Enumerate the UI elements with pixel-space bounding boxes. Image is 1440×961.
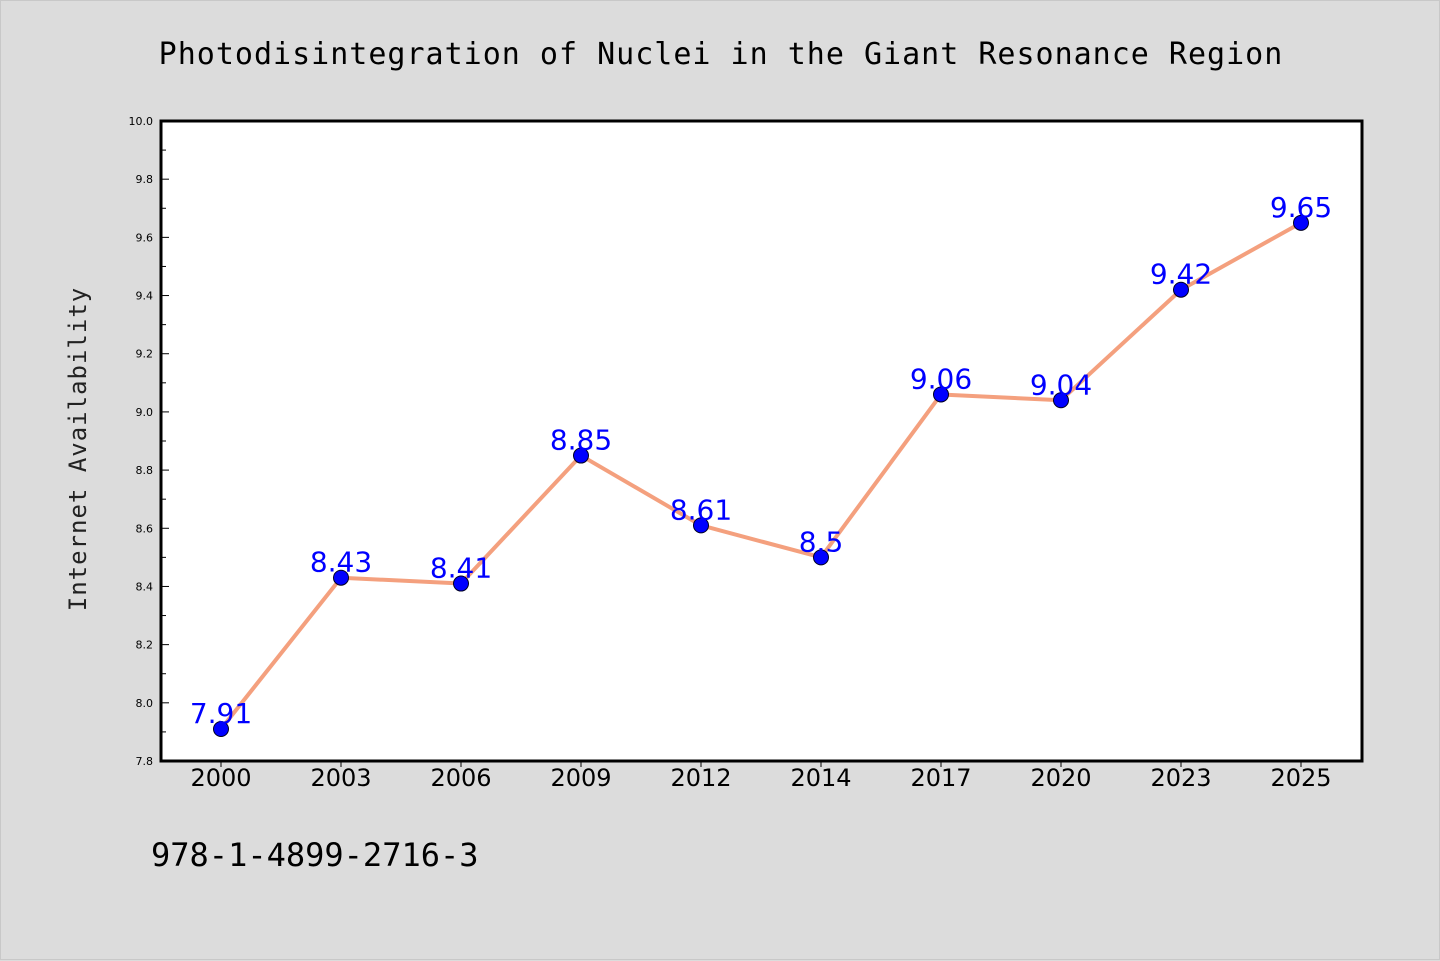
y-tick-label: 8.2 xyxy=(136,639,154,652)
data-point-marker xyxy=(1173,281,1189,298)
y-tick-label: 8.4 xyxy=(136,580,154,593)
y-tick-label: 9.8 xyxy=(136,173,154,186)
x-tick-label: 2009 xyxy=(550,764,611,792)
data-point-label: 7.91 xyxy=(190,697,252,730)
chart-title: Photodisintegration of Nuclei in the Gia… xyxy=(159,37,1284,72)
y-tick-label: 10.0 xyxy=(129,115,154,128)
x-tick-label: 2003 xyxy=(310,764,371,792)
data-series xyxy=(213,214,1309,737)
y-axis-label: Internet Availability xyxy=(64,287,92,611)
data-point-label: 9.06 xyxy=(910,362,972,395)
y-tick-label: 9.0 xyxy=(136,406,154,419)
x-tick-label: 2020 xyxy=(1030,764,1091,792)
y-tick-label: 8.0 xyxy=(136,697,154,710)
data-point-marker xyxy=(1053,392,1069,409)
data-point-marker xyxy=(573,447,589,464)
data-point-label: 8.85 xyxy=(550,424,612,457)
axes: 7.8 8.0 8.2 8.4 8.6 8.8 9.0 9.2 9.4 9.6 9.8 10.0 200… xyxy=(129,115,1332,792)
data-point-marker xyxy=(1293,214,1309,231)
y-tick-label: 9.2 xyxy=(136,348,154,361)
plot-area xyxy=(161,121,1362,761)
x-tick-label: 2006 xyxy=(430,764,491,792)
y-tick-label: 9.6 xyxy=(136,231,154,244)
x-tick-label: 2014 xyxy=(790,764,851,792)
x-tick-label: 2025 xyxy=(1270,764,1331,792)
data-point-label: 9.04 xyxy=(1030,368,1092,401)
data-point-label: 8.43 xyxy=(310,546,372,579)
data-point-marker xyxy=(933,386,949,403)
data-point-marker xyxy=(213,721,229,737)
y-tick-label: 7.8 xyxy=(136,755,154,768)
x-tick-label: 2017 xyxy=(910,764,971,792)
series-line xyxy=(219,220,1303,731)
plot-frame xyxy=(159,119,1364,763)
data-labels: 7.91 8.43 8.41 8.85 8.61 8.5 9.06 9.04 9.42 9.65 xyxy=(190,191,1332,730)
data-point-label: 9.65 xyxy=(1270,191,1332,224)
data-point-label: 8.61 xyxy=(670,493,732,526)
data-point-label: 8.41 xyxy=(430,552,492,585)
y-tick-label: 9.4 xyxy=(136,290,154,303)
x-tick-label: 2012 xyxy=(670,764,731,792)
x-tick-label: 2000 xyxy=(190,764,251,792)
y-tick-label: 8.6 xyxy=(136,522,154,535)
x-tick-label: 2023 xyxy=(1150,764,1211,792)
data-point-label: 8.5 xyxy=(799,525,844,558)
data-point-label: 9.42 xyxy=(1150,258,1212,291)
data-point-marker xyxy=(813,549,829,566)
data-point-marker xyxy=(453,575,469,592)
data-point-marker xyxy=(333,569,349,586)
y-tick-label: 8.8 xyxy=(136,464,154,477)
data-point-marker xyxy=(693,517,709,534)
isbn-footnote: 978-1-4899-2716-3 xyxy=(151,836,479,874)
